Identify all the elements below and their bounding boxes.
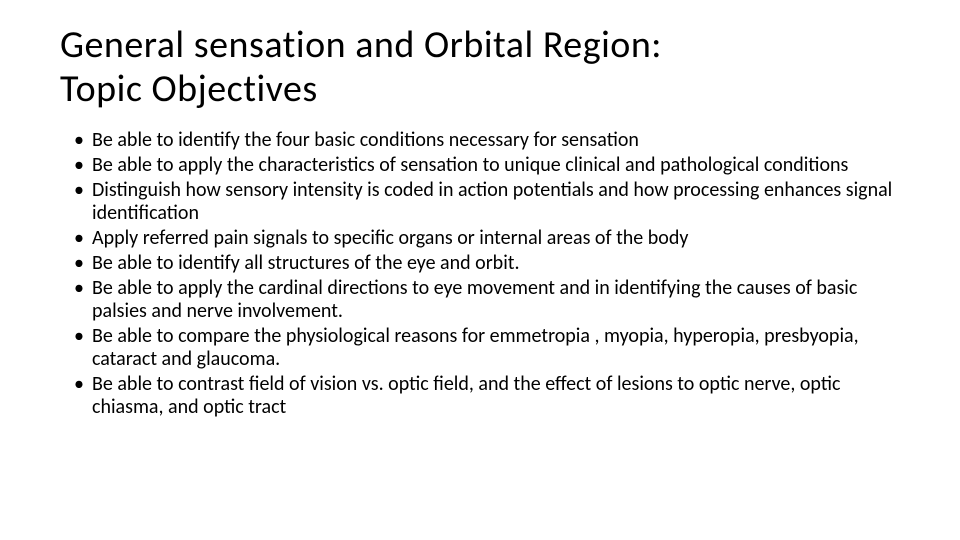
list-item: Apply referred pain signals to specific … (74, 227, 896, 250)
slide-title-line2: Topic Objectives (60, 68, 900, 112)
slide: General sensation and Orbital Region: To… (0, 0, 960, 540)
slide-title: General sensation and Orbital Region: To… (60, 24, 900, 111)
list-item: Be able to contrast field of vision vs. … (74, 373, 896, 419)
list-item: Be able to apply the characteristics of … (74, 154, 896, 177)
list-item: Distinguish how sensory intensity is cod… (74, 179, 896, 225)
list-item: Be able to identify all structures of th… (74, 252, 896, 275)
slide-title-line1: General sensation and Orbital Region: (60, 22, 662, 68)
list-item: Be able to identify the four basic condi… (74, 129, 896, 152)
list-item: Be able to apply the cardinal directions… (74, 277, 896, 323)
objectives-list: Be able to identify the four basic condi… (60, 129, 900, 419)
list-item: Be able to compare the physiological rea… (74, 325, 896, 371)
